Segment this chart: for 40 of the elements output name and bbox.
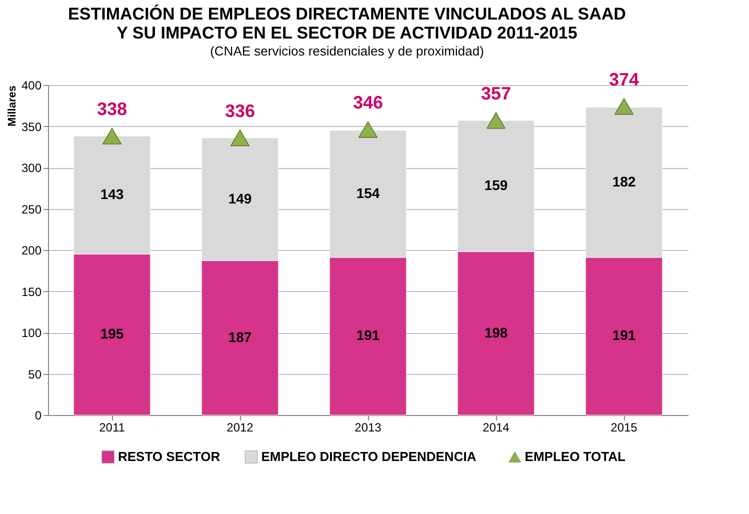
- legend-label: RESTO SECTOR: [118, 449, 221, 464]
- data-label: 195: [100, 326, 124, 342]
- point: [358, 121, 378, 138]
- data-label: 182: [612, 173, 636, 190]
- legend-label: EMPLEO TOTAL: [524, 449, 626, 464]
- point: [486, 112, 506, 129]
- data-label: 346: [352, 92, 384, 113]
- data-label: 187: [228, 328, 252, 345]
- point: [102, 128, 122, 144]
- data-label: 338: [96, 99, 128, 120]
- x-tick-label: 2012: [226, 420, 254, 434]
- data-label: 198: [484, 324, 508, 340]
- data-label: 191: [356, 327, 380, 344]
- legend-label: EMPLEO DIRECTO DEPENDENCIA: [261, 449, 477, 464]
- y-tick-label: 250: [21, 202, 42, 216]
- y-tick-label: 100: [21, 326, 42, 340]
- y-tick-label: 300: [21, 161, 42, 175]
- data-label: 374: [608, 69, 640, 90]
- y-tick-label: 400: [21, 78, 42, 92]
- x-tick-label: 2015: [610, 420, 638, 434]
- point: [230, 130, 250, 146]
- data-label: 336: [224, 100, 256, 121]
- data-label: 159: [484, 177, 508, 194]
- y-axis-title: Millares: [6, 86, 18, 126]
- data-label: 357: [480, 83, 512, 104]
- point: [614, 98, 634, 115]
- chart-title: ESTIMACIÓN DE EMPLEOS DIRECTAMENTE VINCULADOS AL SAAD Y SU IMPACTO EN EL SECTOR DE ACTIVIDAD 2011-2015: [68, 3, 626, 42]
- x-tick-label: 2013: [354, 420, 382, 434]
- chart-subtitle: (CNAE servicios residenciales y de proximidad): [210, 43, 484, 58]
- x-tick-label: 2014: [482, 420, 510, 434]
- y-tick-label: 0: [34, 408, 42, 422]
- y-tick-label: 50: [28, 367, 42, 382]
- data-label: 149: [228, 190, 252, 206]
- y-tick-label: 150: [21, 284, 42, 299]
- y-tick-label: 350: [21, 120, 42, 134]
- x-tick-label: 2011: [99, 420, 126, 434]
- data-label: 154: [356, 184, 380, 201]
- data-label: 191: [612, 327, 636, 344]
- y-tick-label: 200: [21, 244, 42, 258]
- data-label: 143: [100, 186, 124, 202]
